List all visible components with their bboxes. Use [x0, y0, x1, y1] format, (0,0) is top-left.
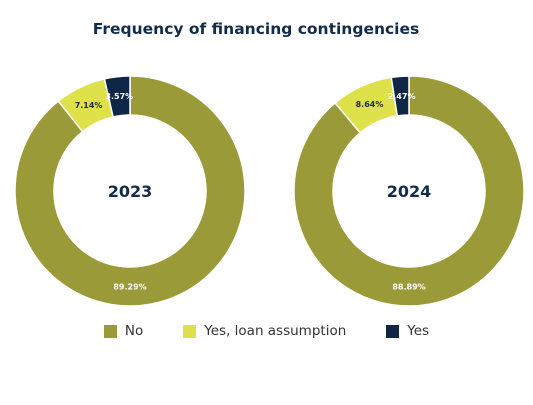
legend-item-yes-loan-assumption: Yes, loan assumption	[183, 323, 346, 339]
legend-item-yes: Yes	[386, 323, 429, 339]
legend-label-yes-loan-assumption: Yes, loan assumption	[204, 323, 347, 339]
legend-label-yes: Yes	[407, 323, 430, 339]
value-label-2024-no: 88.89%	[392, 283, 425, 292]
value-label-2023-no: 89.29%	[113, 283, 146, 292]
legend-swatch-yes	[386, 324, 400, 338]
legend-label-no: No	[124, 323, 144, 339]
legend: No Yes, loan assumption Yes	[0, 323, 533, 339]
slice-2023-yes	[103, 75, 131, 118]
value-label-2023-yes: 3.57%	[105, 92, 133, 101]
legend-swatch-no	[103, 324, 117, 338]
center-label-2023: 2023	[108, 182, 153, 201]
value-label-2023-yes-loan-assumption: 7.14%	[75, 101, 103, 110]
slice-2024-no	[293, 75, 525, 307]
chart-title: Frequency of financing contingencies	[92, 20, 420, 38]
slice-2024-yes	[390, 75, 410, 117]
slice-2023-no	[14, 75, 246, 307]
center-label-2024: 2024	[387, 182, 432, 201]
value-label-2024-yes-loan-assumption: 8.64%	[356, 100, 384, 109]
value-label-2024-yes: 2.47%	[388, 92, 416, 101]
legend-item-no: No	[103, 323, 144, 339]
legend-swatch-yes-loan-assumption	[183, 324, 197, 338]
